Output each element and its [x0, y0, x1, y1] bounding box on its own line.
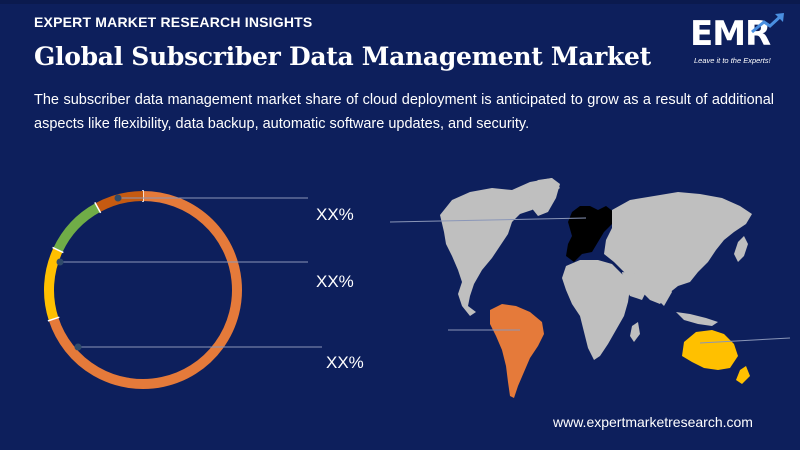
donut-segment-2 [44, 247, 63, 321]
callout-dot-2 [56, 258, 64, 266]
footer-url: www.expertmarketresearch.com [553, 414, 753, 430]
logo-arrow-icon [751, 13, 784, 34]
map-japan [734, 236, 748, 262]
description-text: The subscriber data management market sh… [34, 92, 774, 132]
callout-lines [60, 197, 322, 348]
callout-dot-3 [74, 343, 82, 351]
map-europe [566, 206, 614, 262]
callout-value-1: XX% [316, 205, 354, 224]
map-new-zealand [736, 366, 750, 384]
kicker-text: EXPERT MARKET RESEARCH INSIGHTS [34, 14, 313, 30]
callout-value-2: XX% [316, 272, 354, 291]
map-pointer-lines [389, 217, 791, 344]
top-strip [0, 0, 800, 4]
donut-separator-3 [52, 246, 64, 254]
map-oceania [682, 330, 738, 370]
map-greenland [528, 178, 560, 216]
map-asia [604, 192, 752, 304]
donut-segment-3 [53, 203, 101, 253]
logo-tagline: Leave it to the Experts! [694, 56, 771, 65]
donut-segments [44, 190, 242, 389]
callout-dots [56, 194, 122, 351]
page-title: Global Subscriber Data Management Market [34, 42, 651, 71]
map-madagascar [630, 322, 640, 342]
donut-segment-4 [95, 191, 144, 213]
pointer-oceania [699, 337, 791, 344]
donut-separator-2 [47, 316, 60, 322]
callout-dot-1 [114, 194, 122, 202]
map-india [650, 276, 672, 306]
map-north-america [440, 178, 560, 316]
map-south-america [490, 304, 544, 398]
emr-logo: EMR Leave it to the Experts! [690, 13, 785, 66]
callout-value-3: XX% [326, 353, 364, 372]
logo-text: EMR [690, 14, 771, 54]
map-africa [562, 260, 630, 360]
pointer-europe [389, 217, 587, 223]
map-arabia [622, 272, 648, 300]
donut-separator-4 [94, 202, 102, 214]
map-indonesia [676, 312, 718, 326]
donut-segment-1 [48, 191, 242, 389]
